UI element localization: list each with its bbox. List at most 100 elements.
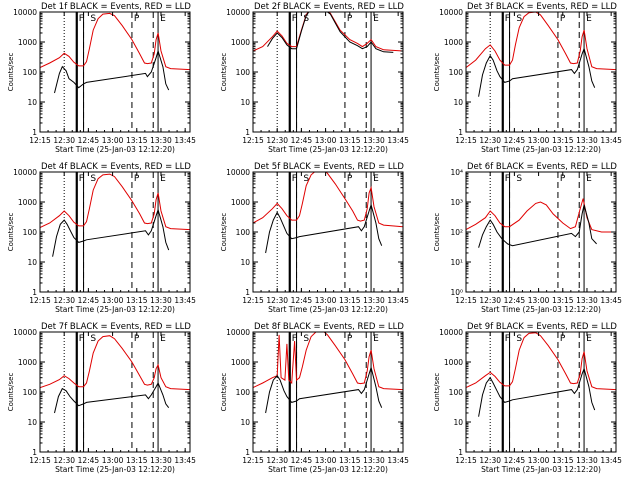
marker-label-s: S (90, 174, 96, 184)
panel-title: Det 1f BLACK = Events, RED = LLD (41, 2, 191, 12)
x-tick-label: 13:45 (600, 136, 622, 145)
y-tick-label: 10000 (13, 168, 37, 177)
x-tick-label: 13:00 (102, 136, 124, 145)
series-events-line (478, 367, 596, 417)
x-tick-label: 13:30 (576, 456, 598, 465)
y-tick-label: 1000 (231, 198, 250, 207)
y-tick-label: 1 (32, 448, 37, 457)
y-tick-label: 10000 (13, 328, 37, 337)
x-tick-label: 13:30 (363, 456, 385, 465)
marker-label-e: E (160, 14, 166, 24)
marker-label-f: F (79, 14, 84, 24)
x-tick-label: 13:30 (363, 296, 385, 305)
plot-frame (39, 11, 191, 133)
marker-label-f: F (79, 334, 84, 344)
marker-label-s: S (303, 174, 309, 184)
y-axis-label: Counts/sec (220, 53, 228, 92)
panel-det-8f: Det 8f BLACK = Events, RED = LLD F S P E 12:1… (220, 322, 409, 474)
x-tick-label: 13:00 (528, 136, 550, 145)
y-tick-label: 10 (240, 418, 250, 427)
y-tick-label: 1 (32, 288, 37, 297)
x-tick-label: 12:45 (291, 456, 313, 465)
marker-label-p: P (134, 334, 140, 344)
marker-label-s: S (516, 14, 522, 24)
x-tick-label: 13:15 (339, 136, 361, 145)
x-tick-label: 12:45 (78, 136, 100, 145)
x-tick-label: 12:15 (242, 456, 264, 465)
series-lld-line (253, 172, 403, 228)
marker-label-e: E (373, 334, 379, 344)
x-tick-label: 13:15 (552, 456, 574, 465)
marker-label-s: S (90, 14, 96, 24)
y-tick-label: 1 (245, 448, 250, 457)
x-tick-label: 13:15 (339, 456, 361, 465)
marker-label-f: F (79, 174, 84, 184)
y-tick-label: 10000 (13, 8, 37, 17)
y-tick-label: 10 (453, 98, 463, 107)
y-axis-label: Counts/sec (433, 213, 441, 252)
series-events-line (54, 381, 170, 414)
x-tick-label: 13:00 (315, 456, 337, 465)
marker-label-s: S (90, 334, 96, 344)
y-tick-label: 10000 (226, 8, 250, 17)
y-tick-label: 10 (27, 258, 37, 267)
panel-det-1f: Det 1f BLACK = Events, RED = LLD F S P E 12:1… (7, 2, 196, 154)
series-events-line (478, 204, 597, 248)
x-tick-label: 13:45 (174, 456, 196, 465)
x-tick-label: 12:15 (29, 136, 51, 145)
x-axis-label: Start Time (25-Jan-03 12:12:20) (55, 145, 175, 154)
panel-det-9f: Det 9f BLACK = Events, RED = LLD F S P E 12:1… (433, 322, 622, 474)
x-axis-label: Start Time (25-Jan-03 12:12:20) (55, 305, 175, 314)
y-tick-label: 100 (236, 228, 251, 237)
y-tick-label: 1 (245, 128, 250, 137)
y-axis-label: Counts/sec (7, 213, 15, 252)
x-axis-label: Start Time (25-Jan-03 12:12:20) (268, 145, 388, 154)
y-tick-label: 1000 (18, 358, 37, 367)
marker-label-f: F (292, 14, 297, 24)
x-tick-label: 13:00 (315, 296, 337, 305)
panel-title: Det 8f BLACK = Events, RED = LLD (254, 322, 404, 332)
plot-frame (252, 331, 404, 453)
y-tick-label: 1000 (18, 198, 37, 207)
y-tick-label: 100 (23, 228, 38, 237)
x-tick-label: 13:00 (528, 296, 550, 305)
x-tick-label: 12:45 (504, 296, 526, 305)
panel-title: Det 9f BLACK = Events, RED = LLD (467, 322, 617, 332)
marker-label-s: S (303, 14, 309, 24)
panel-det-4f: Det 4f BLACK = Events, RED = LLD F S P E 12:1… (7, 162, 196, 314)
panel-det-7f: Det 7f BLACK = Events, RED = LLD F S P E 12:1… (7, 322, 196, 474)
y-tick-label: 10 (240, 98, 250, 107)
series-lld-line (466, 12, 616, 71)
y-tick-label: 1000 (231, 358, 250, 367)
series-events-line (478, 47, 596, 97)
plot-frame (465, 331, 617, 453)
x-tick-label: 12:30 (266, 456, 288, 465)
x-tick-label: 13:30 (576, 296, 598, 305)
x-tick-label: 13:30 (150, 296, 172, 305)
marker-label-p: P (347, 174, 353, 184)
x-tick-label: 12:45 (291, 136, 313, 145)
x-tick-label: 12:30 (53, 136, 75, 145)
y-tick-label: 10000 (439, 328, 463, 337)
y-tick-label: 1000 (444, 358, 463, 367)
x-tick-label: 13:15 (126, 456, 148, 465)
y-tick-label: 1 (458, 448, 463, 457)
x-tick-label: 12:30 (53, 456, 75, 465)
marker-label-s: S (516, 334, 522, 344)
y-tick-label: 100 (236, 388, 251, 397)
y-tick-label: 10⁰ (450, 288, 463, 297)
y-tick-label: 1000 (231, 38, 250, 47)
x-tick-label: 13:45 (387, 136, 409, 145)
x-tick-label: 12:15 (29, 456, 51, 465)
series-events-line (267, 12, 394, 53)
x-tick-label: 12:15 (455, 456, 477, 465)
plot-frame (465, 171, 617, 293)
marker-label-f: F (505, 14, 510, 24)
x-axis-label: Start Time (25-Jan-03 12:12:20) (268, 465, 388, 474)
y-tick-label: 100 (23, 388, 38, 397)
x-tick-label: 12:15 (29, 296, 51, 305)
plot-frame (465, 11, 617, 133)
y-tick-label: 10000 (226, 328, 250, 337)
series-events-line (265, 365, 383, 414)
